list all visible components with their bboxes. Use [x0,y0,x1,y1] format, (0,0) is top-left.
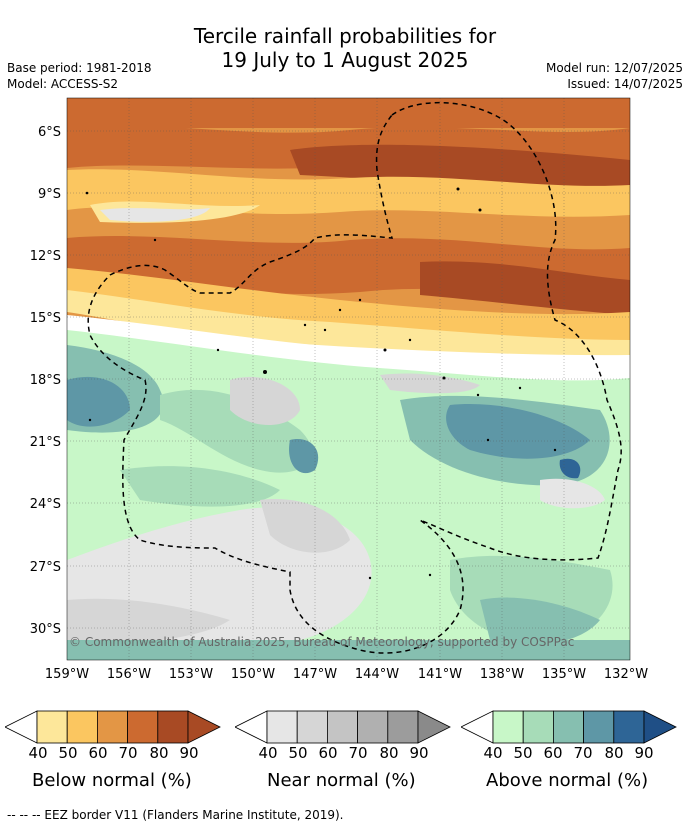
colorbar-cell [387,710,419,744]
near-tick-80: 80 [379,744,399,762]
rainfall-map: © Commonwealth of Australia 2025, Bureau… [30,97,648,682]
latitude-label: 6°S [38,125,61,140]
legend-above-label: Above normal (%) [486,770,649,791]
above-tick-50: 50 [513,744,533,762]
latitude-label: 30°S [30,622,61,637]
colorbar-below [4,710,221,744]
latitude-label: 27°S [30,560,61,575]
issued-date: Issued: 14/07/2025 [567,77,683,91]
near-tick-50: 50 [288,744,308,762]
map-frame [66,97,631,661]
latitude-label: 9°S [38,187,61,202]
near-tick-70: 70 [348,744,368,762]
longitude-label: 147°W [293,667,337,682]
colorbar-cell [583,710,615,744]
above-tick-60: 60 [543,744,563,762]
latitude-label: 12°S [30,249,61,264]
title-line-1: Tercile rainfall probabilities for [193,24,497,48]
colorbar-cell [492,710,524,744]
below-tick-40: 40 [28,744,48,762]
near-tick-60: 60 [318,744,338,762]
above-tick-40: 40 [483,744,503,762]
map-field [67,98,630,660]
colorbar-cell [36,710,68,744]
copyright-text: © Commonwealth of Australia 2025, Bureau… [69,635,574,649]
meta-left: Base period: 1981-2018 Model: ACCESS-S2 [7,60,152,92]
below-tick-90: 90 [179,744,199,762]
longitude-label: 150°W [231,667,275,682]
colorbar-cell [97,710,129,744]
below-tick-70: 70 [118,744,138,762]
colorbar-cell [66,710,98,744]
longitude-label: 132°W [604,667,648,682]
colorbar-cell [296,710,328,744]
meta-right: Model run: 12/07/2025 Issued: 14/07/2025 [546,60,683,92]
colorbar-cell [157,710,189,744]
longitude-labels: 159°W 156°W 153°W 150°W 147°W 144°W 141°W 138°W… [45,667,648,682]
below-tick-80: 80 [149,744,169,762]
islands [85,187,557,580]
latitude-label: 18°S [30,373,61,388]
legend-near-normal [234,710,455,748]
latitude-label: 15°S [30,311,61,326]
eez-border [87,101,622,654]
eez-footer-note: -- -- -- EEZ border V11 (Flanders Marine… [7,808,344,822]
below-tick-50: 50 [58,744,78,762]
colorbar-cell [553,710,585,744]
colorbar-near [234,710,451,744]
colorbar-cell [357,710,389,744]
legend-near-label: Near normal (%) [267,770,416,791]
below-tick-60: 60 [88,744,108,762]
title-line-2: 19 July to 1 August 2025 [221,48,469,72]
colorbar-cell [522,710,554,744]
model-name: Model: ACCESS-S2 [7,77,119,91]
model-run: Model run: 12/07/2025 [545,61,683,75]
base-period: Base period: 1981-2018 [7,61,152,75]
longitude-label: 141°W [418,667,462,682]
longitude-label: 156°W [107,667,151,682]
colorbar-cell [266,710,298,744]
colorbar-cell [613,710,645,744]
above-tick-90: 90 [634,744,654,762]
legend-below-normal [4,710,225,748]
colorbar-cell [327,710,359,744]
graticule [67,98,630,660]
legend-above-normal [460,710,681,748]
longitude-label: 138°W [480,667,524,682]
colorbar-cell [127,710,159,744]
above-tick-80: 80 [604,744,624,762]
longitude-label: 159°W [45,667,89,682]
colorbar-above [460,710,677,744]
longitude-label: 144°W [355,667,399,682]
latitude-label: 21°S [30,435,61,450]
longitude-label: 153°W [169,667,213,682]
above-tick-70: 70 [573,744,593,762]
legend-below-label: Below normal (%) [32,770,192,791]
near-tick-90: 90 [409,744,429,762]
latitude-label: 24°S [30,497,61,512]
longitude-label: 135°W [542,667,586,682]
latitude-labels: 6°S 9°S 12°S 15°S 18°S 21°S 24°S 27°S 30°S [30,125,61,637]
chart-title: Tercile rainfall probabilities for 19 Ju… [0,24,690,72]
near-tick-40: 40 [258,744,278,762]
